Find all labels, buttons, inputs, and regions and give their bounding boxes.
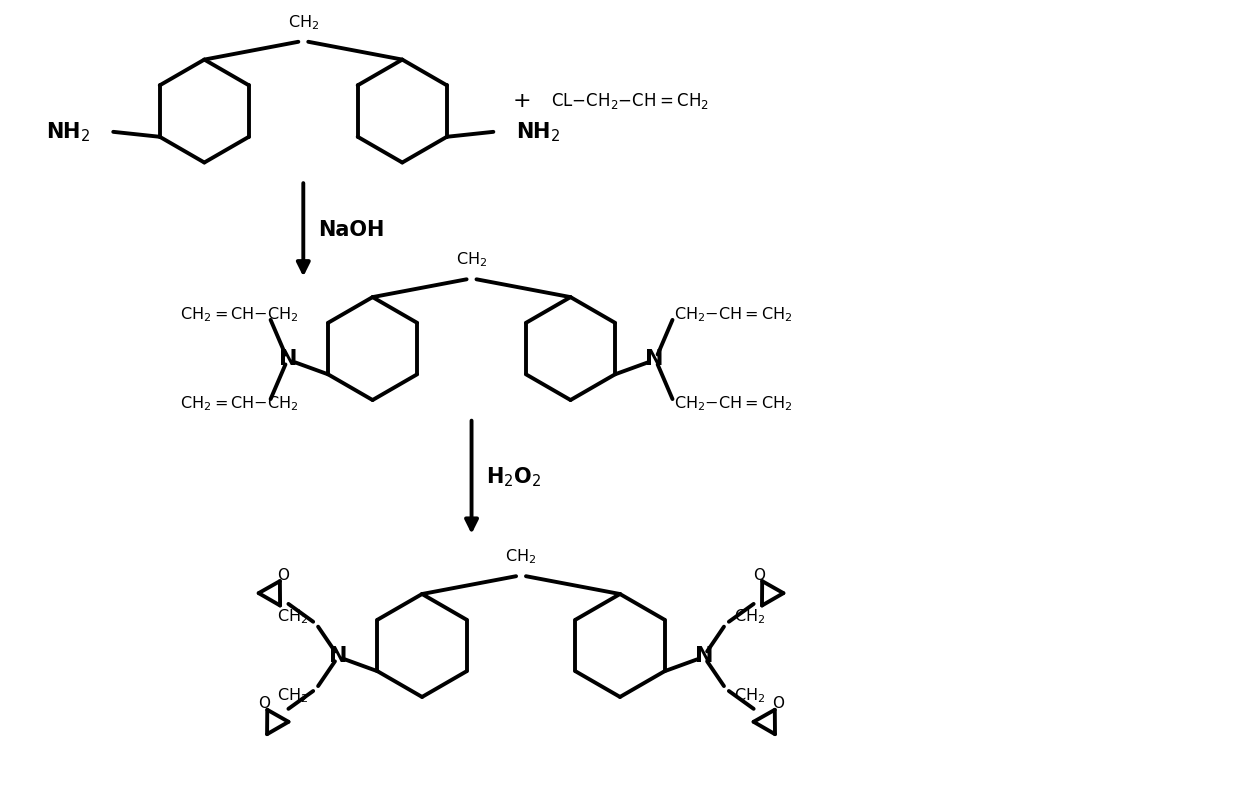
Text: O: O [753,567,765,583]
Text: CH$_2$$-$CH$=$CH$_2$: CH$_2$$-$CH$=$CH$_2$ [675,394,794,414]
Text: CH$_2$: CH$_2$ [277,608,309,626]
Text: N: N [646,350,663,369]
Text: CH$_2$$=$CH$-$CH$_2$: CH$_2$$=$CH$-$CH$_2$ [180,305,298,324]
Text: CH$_2$: CH$_2$ [506,548,537,566]
Text: NaOH: NaOH [319,220,384,240]
Text: N: N [694,646,713,667]
Text: NH$_2$: NH$_2$ [46,120,91,144]
Text: CL$-$CH$_2$$-$CH$=$CH$_2$: CL$-$CH$_2$$-$CH$=$CH$_2$ [551,91,709,112]
Text: CH$_2$: CH$_2$ [277,687,309,705]
Text: N: N [329,646,347,667]
Text: N: N [279,350,298,369]
Text: O: O [773,696,784,711]
Text: O: O [278,567,289,583]
Text: CH$_2$$-$CH$=$CH$_2$: CH$_2$$-$CH$=$CH$_2$ [675,305,794,324]
Text: NH$_2$: NH$_2$ [516,120,560,144]
Text: $+$: $+$ [512,91,531,112]
Text: CH$_2$: CH$_2$ [734,687,765,705]
Text: CH$_2$: CH$_2$ [288,13,319,32]
Text: CH$_2$: CH$_2$ [734,608,765,626]
Text: CH$_2$$=$CH$-$CH$_2$: CH$_2$$=$CH$-$CH$_2$ [180,394,298,414]
Text: O: O [258,696,270,711]
Text: CH$_2$: CH$_2$ [456,250,487,269]
Text: H$_2$O$_2$: H$_2$O$_2$ [486,465,542,489]
